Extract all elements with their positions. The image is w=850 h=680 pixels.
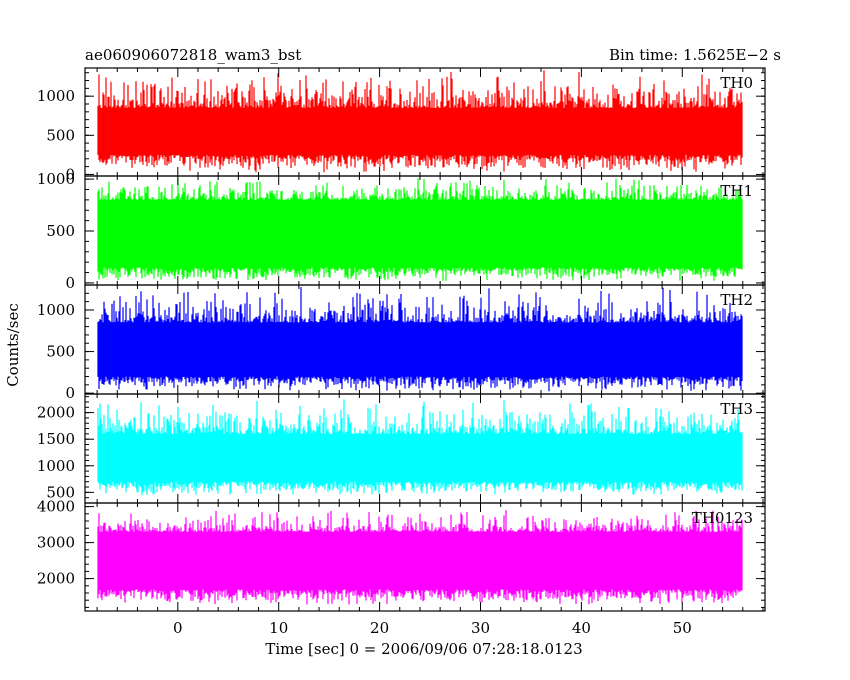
y-tick-label: 1500 xyxy=(37,430,75,448)
panel-th3: 500 1000 1500 2000 TH3 xyxy=(37,393,766,504)
x-tick-label: 30 xyxy=(471,619,490,637)
x-axis: 0 10 20 30 40 50 xyxy=(173,619,692,637)
x-tick-label: 20 xyxy=(370,619,389,637)
panel-label: TH3 xyxy=(720,400,753,418)
y-tick-label: 1000 xyxy=(37,170,75,188)
y-tick-label: 1000 xyxy=(37,87,75,105)
panels-group: 0 500 1000 TH0 0 500 1000 TH1 0 500 1000 TH2 500 1000… xyxy=(37,67,766,612)
x-axis-title: Time [sec] 0 = 2006/09/06 07:28:18.0123 xyxy=(265,640,582,658)
y-tick-label: 0 xyxy=(65,165,75,183)
panel-th0: 0 500 1000 TH0 xyxy=(37,67,766,183)
chart-title: ae060906072818_wam3_bst xyxy=(85,46,301,64)
panel-th2: 0 500 1000 TH2 xyxy=(37,284,766,402)
series-th0123 xyxy=(97,510,743,605)
series-th2 xyxy=(97,287,743,392)
y-tick-label: 4000 xyxy=(37,498,75,516)
y-tick-label: 2000 xyxy=(37,404,75,422)
panel-label: TH0 xyxy=(720,74,753,92)
x-tick-label: 0 xyxy=(173,619,183,637)
panel-label: TH0123 xyxy=(692,509,753,527)
y-tick-label: 1000 xyxy=(37,457,75,475)
series-th1 xyxy=(97,178,743,281)
x-tick-label: 50 xyxy=(673,619,692,637)
series-th0 xyxy=(97,70,743,173)
y-axis-title: Counts/sec xyxy=(4,303,22,387)
y-tick-label: 1000 xyxy=(37,301,75,319)
y-tick-label: 2000 xyxy=(37,570,75,588)
y-tick-label: 0 xyxy=(65,384,75,402)
y-tick-label: 500 xyxy=(46,222,75,240)
x-tick-label: 10 xyxy=(269,619,288,637)
panel-label: TH2 xyxy=(720,291,753,309)
panel-th0123: 2000 3000 4000 TH0123 xyxy=(37,498,766,612)
y-tick-label: 0 xyxy=(65,274,75,292)
panel-th1: 0 500 1000 TH1 xyxy=(37,170,766,292)
x-tick-label: 40 xyxy=(572,619,591,637)
y-tick-label: 500 xyxy=(46,483,75,501)
bin-time-label: Bin time: 1.5625E−2 s xyxy=(609,46,781,64)
panel-label: TH1 xyxy=(720,182,753,200)
series-th3 xyxy=(97,399,743,496)
y-tick-label: 3000 xyxy=(37,534,75,552)
y-tick-label: 500 xyxy=(46,126,75,144)
y-tick-label: 500 xyxy=(46,343,75,361)
